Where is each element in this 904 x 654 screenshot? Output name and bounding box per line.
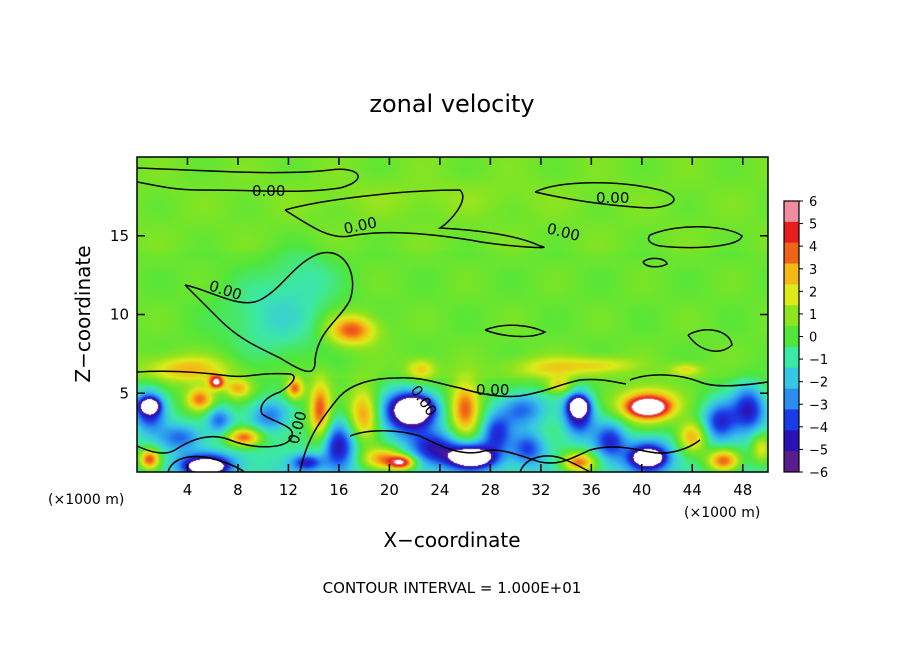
- x-unit-left: (×1000 m): [48, 492, 124, 508]
- contour-line: [642, 257, 668, 268]
- y-tick-label: 5: [119, 384, 129, 402]
- heatmap-image: [137, 157, 768, 472]
- colorbar-tick-label: 3: [809, 263, 817, 278]
- x-tick-label: 4: [183, 481, 193, 499]
- colorbar-swatch: [784, 263, 799, 285]
- y-tick-label: 15: [110, 227, 129, 245]
- contour-line: [184, 251, 354, 373]
- colorbar-swatch: [784, 451, 799, 473]
- contour-line: [484, 324, 547, 338]
- colorbar-tick-label: 2: [809, 285, 817, 300]
- contour-label: 0.00: [252, 182, 285, 200]
- colorbar-tick-label: 4: [809, 240, 817, 255]
- x-unit-right: (×1000 m): [684, 505, 760, 521]
- contour-line: [534, 182, 675, 209]
- colorbar-tick-label: 0: [809, 331, 817, 346]
- heatmap-raster: [137, 157, 768, 472]
- x-tick-label: 28: [481, 481, 500, 499]
- colorbar-swatch: [784, 430, 799, 452]
- zero-contours: [136, 167, 769, 473]
- y-axis-label: Z−coordinate: [71, 245, 95, 382]
- contour-interval-footer: CONTOUR INTERVAL = 1.000E+01: [323, 579, 582, 597]
- colorbar-swatch: [784, 346, 799, 369]
- colorbar-swatch: [784, 367, 799, 390]
- contour-label: 0.00: [476, 381, 509, 399]
- colorbar-tick-label: −6: [809, 466, 828, 481]
- y-tick-label: 10: [110, 306, 129, 324]
- colorbar-tick-label: −4: [809, 421, 828, 436]
- colorbar-swatch: [784, 201, 799, 223]
- contour-label: 0.00: [596, 189, 629, 207]
- colorbar-tick-label: −2: [809, 376, 828, 391]
- colorbar-tick-label: −5: [809, 443, 828, 458]
- contour-line: [349, 429, 701, 464]
- contour-line: [136, 370, 295, 454]
- x-tick-label: 12: [279, 481, 298, 499]
- x-tick-label: 32: [531, 481, 550, 499]
- contour-line: [284, 189, 545, 249]
- contour-line: [519, 455, 591, 473]
- contour-line: [299, 376, 627, 473]
- contour-line: [136, 167, 359, 193]
- x-tick-label: 36: [582, 481, 601, 499]
- colorbar-swatch: [784, 221, 799, 244]
- x-tick-label: 44: [683, 481, 702, 499]
- colorbar-tick-label: −1: [809, 353, 828, 368]
- colorbar-swatch: [784, 388, 799, 410]
- x-tick-label: 16: [329, 481, 348, 499]
- colorbar-tick-label: 6: [809, 195, 817, 210]
- colorbar-swatch: [784, 326, 799, 348]
- x-tick-label: 48: [733, 481, 752, 499]
- contour-line: [629, 374, 769, 387]
- colorbar-tick-label: 5: [809, 218, 817, 233]
- contour-line: [687, 329, 733, 352]
- colorbar-swatch: [784, 242, 799, 265]
- colorbar-tick-label: 1: [809, 308, 817, 323]
- x-axis: 4 8 12 16 20 24 28 32 36 40 44 48: [183, 157, 752, 499]
- y-axis: 5 10 15: [110, 227, 768, 402]
- colorbar-swatch: [784, 409, 799, 431]
- contour-line: [647, 226, 743, 249]
- colorbar-tick-label: −3: [809, 398, 828, 413]
- colorbar: 6 5 4 3 2 1 0 −1 −2 −3 −4 −5 −6: [783, 195, 828, 481]
- x-axis-label: X−coordinate: [383, 528, 520, 552]
- colorbar-swatch: [784, 284, 799, 306]
- colorbar-swatch: [784, 305, 799, 327]
- x-tick-label: 8: [233, 481, 243, 499]
- x-tick-label: 40: [632, 481, 651, 499]
- plot-area: 0.00 0.00 0.00 0.00 0.00 0.00 0.00 0.00: [136, 156, 769, 473]
- x-tick-label: 24: [430, 481, 449, 499]
- x-tick-label: 20: [380, 481, 399, 499]
- chart-title: zonal velocity: [369, 90, 534, 118]
